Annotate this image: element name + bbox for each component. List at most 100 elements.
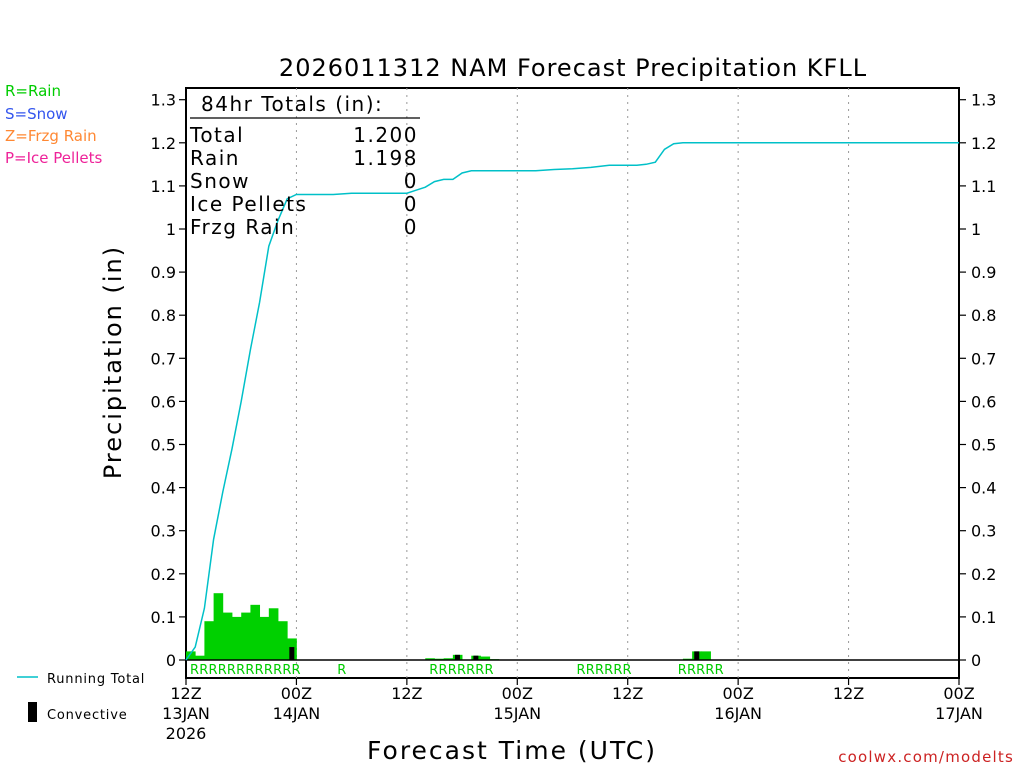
- x-tick-label-time: 12Z: [612, 684, 643, 703]
- precip-bar: [232, 616, 242, 660]
- x-tick-label-time: 00Z: [502, 684, 533, 703]
- y-tick-label-right: 0.1: [971, 608, 996, 627]
- convective-bars: [289, 647, 700, 660]
- totals-row-label: Ice Pellets: [190, 192, 307, 216]
- y-tick-label-right: 1.3: [971, 91, 996, 110]
- plot-frame: [185, 87, 960, 679]
- y-tick-label-right: 0.4: [971, 479, 996, 498]
- y-tick-label-left: 0.5: [151, 436, 176, 455]
- running-total-legend-label: Running Total: [47, 672, 145, 687]
- type-legend: R=Rain S=Snow Z=Frzg Rain P=Ice Pellets: [5, 82, 102, 167]
- x-tick-label-date: 14JAN: [273, 704, 321, 723]
- precip-type-label: RRRRRRRRRRRR: [190, 663, 301, 678]
- x-axis-label: Forecast Time (UTC): [367, 736, 657, 765]
- y-tick-label-right: 1: [971, 220, 981, 239]
- convective-bar: [694, 651, 700, 660]
- running-total-line: [185, 142, 959, 661]
- y-tick-label-left: 0.6: [151, 392, 176, 411]
- precip-type-label: RR: [475, 663, 493, 678]
- convective-legend-swatch: [28, 702, 37, 722]
- legend-snow: S=Snow: [5, 105, 68, 123]
- y-tick-label-left: 0.4: [151, 479, 176, 498]
- precip-bar: [241, 612, 251, 660]
- precip-bar: [250, 604, 261, 660]
- totals-row-label: Snow: [190, 169, 250, 193]
- x-tick-label-time: 12Z: [170, 684, 201, 703]
- watermark: coolwx.com/modelts: [838, 748, 1014, 766]
- y-tick-label-left: 0.1: [151, 608, 176, 627]
- precip-bar: [222, 612, 233, 660]
- y-tick-label-right: 1.1: [971, 177, 996, 196]
- totals-row-value: 1.198: [353, 146, 418, 170]
- totals-row-label: Total: [189, 123, 244, 147]
- y-axis-label: Precipitation (in): [99, 245, 127, 479]
- x-tick-label-time: 00Z: [943, 684, 974, 703]
- y-tick-label-right: 0.3: [971, 522, 996, 541]
- y-tick-label-right: 0.2: [971, 565, 996, 584]
- y-tick-label-right: 0.5: [971, 436, 996, 455]
- y-tick-label-right: 0.8: [971, 306, 996, 325]
- precip-bar: [701, 651, 711, 660]
- chart-title: 2026011312 NAM Forecast Precipitation KF…: [279, 54, 867, 82]
- precip-bar: [186, 651, 196, 660]
- totals-row-value: 0: [404, 192, 418, 216]
- precip-type-label: R: [337, 663, 346, 678]
- totals-header: 84hr Totals (in):: [201, 92, 383, 116]
- precip-type-label: RRR: [577, 663, 605, 678]
- y-tick-label-right: 0.9: [971, 263, 996, 282]
- totals-row-value: 1.200: [353, 123, 418, 147]
- y-tick-label-left: 1.3: [151, 91, 176, 110]
- precip-type-label: RRRRR: [678, 663, 724, 678]
- y-tick-label-left: 1: [166, 220, 176, 239]
- totals-row-label: Rain: [190, 146, 240, 170]
- y-tick-label-left: 0.7: [151, 349, 176, 368]
- precip-bar: [268, 608, 279, 660]
- precip-type-label: RRR: [604, 663, 632, 678]
- y-tick-label-left: 0.3: [151, 522, 176, 541]
- precip-bars: [186, 593, 711, 661]
- x-tick-label-date: 16JAN: [714, 704, 762, 723]
- convective-bar: [454, 654, 460, 660]
- y-tick-labels-left: 0 0.1 0.2 0.3 0.4 0.5 0.6 0.7 0.8 0.9 1 1.1 1.2 1.3: [151, 91, 176, 670]
- x-tick-label-date: 15JAN: [493, 704, 541, 723]
- y-tick-label-left: 1.2: [151, 134, 176, 153]
- y-tick-label-right: 1.2: [971, 134, 996, 153]
- totals-row-value: 0: [404, 215, 418, 239]
- precip-bar: [204, 621, 215, 660]
- x-tick-label-time: 00Z: [722, 684, 753, 703]
- precip-bar: [259, 616, 270, 660]
- legend-ice-pellets: P=Ice Pellets: [5, 149, 102, 167]
- y-tick-label-left: 1.1: [151, 177, 176, 196]
- precip-bar: [443, 658, 454, 660]
- totals-box: 84hr Totals (in): Total 1.200 Rain 1.198 Sno…: [189, 92, 420, 239]
- y-tick-label-left: 0: [166, 651, 176, 670]
- totals-row-label: Frzg Rain: [190, 215, 295, 239]
- y-tick-labels-right: 0 0.1 0.2 0.3 0.4 0.5 0.6 0.7 0.8 0.9 1 1.1 1.2 1.3: [971, 91, 996, 670]
- convective-bar: [473, 655, 479, 660]
- legend-frzg-rain: Z=Frzg Rain: [5, 127, 97, 145]
- x-tick-label-time: 12Z: [833, 684, 864, 703]
- grid-lines: [179, 88, 966, 685]
- precip-bar: [213, 593, 224, 660]
- convective-legend-label: Convective: [47, 708, 128, 723]
- y-tick-label-left: 0.2: [151, 565, 176, 584]
- precip-type-labels: RRRRRRRRRRRR R RRRRR RR RRR RRR RRRRR: [190, 663, 724, 678]
- legend-rain: R=Rain: [5, 82, 61, 100]
- precip-bar: [425, 658, 435, 660]
- precip-bar: [278, 621, 288, 660]
- x-tick-label-date: 17JAN: [935, 704, 983, 723]
- y-tick-label-left: 0.9: [151, 263, 176, 282]
- y-tick-label-right: 0.7: [971, 349, 996, 368]
- totals-row-value: 0: [404, 169, 418, 193]
- y-tick-label-left: 0.8: [151, 306, 176, 325]
- precip-bar: [480, 656, 491, 660]
- x-tick-label-time: 00Z: [281, 684, 312, 703]
- precip-type-label: RRRRR: [429, 663, 475, 678]
- y-tick-label-right: 0: [971, 651, 981, 670]
- x-tick-label-date: 13JAN: [162, 704, 210, 723]
- x-tick-label-year: 2026: [166, 724, 207, 743]
- convective-bar: [289, 647, 295, 660]
- precip-bar: [195, 655, 205, 660]
